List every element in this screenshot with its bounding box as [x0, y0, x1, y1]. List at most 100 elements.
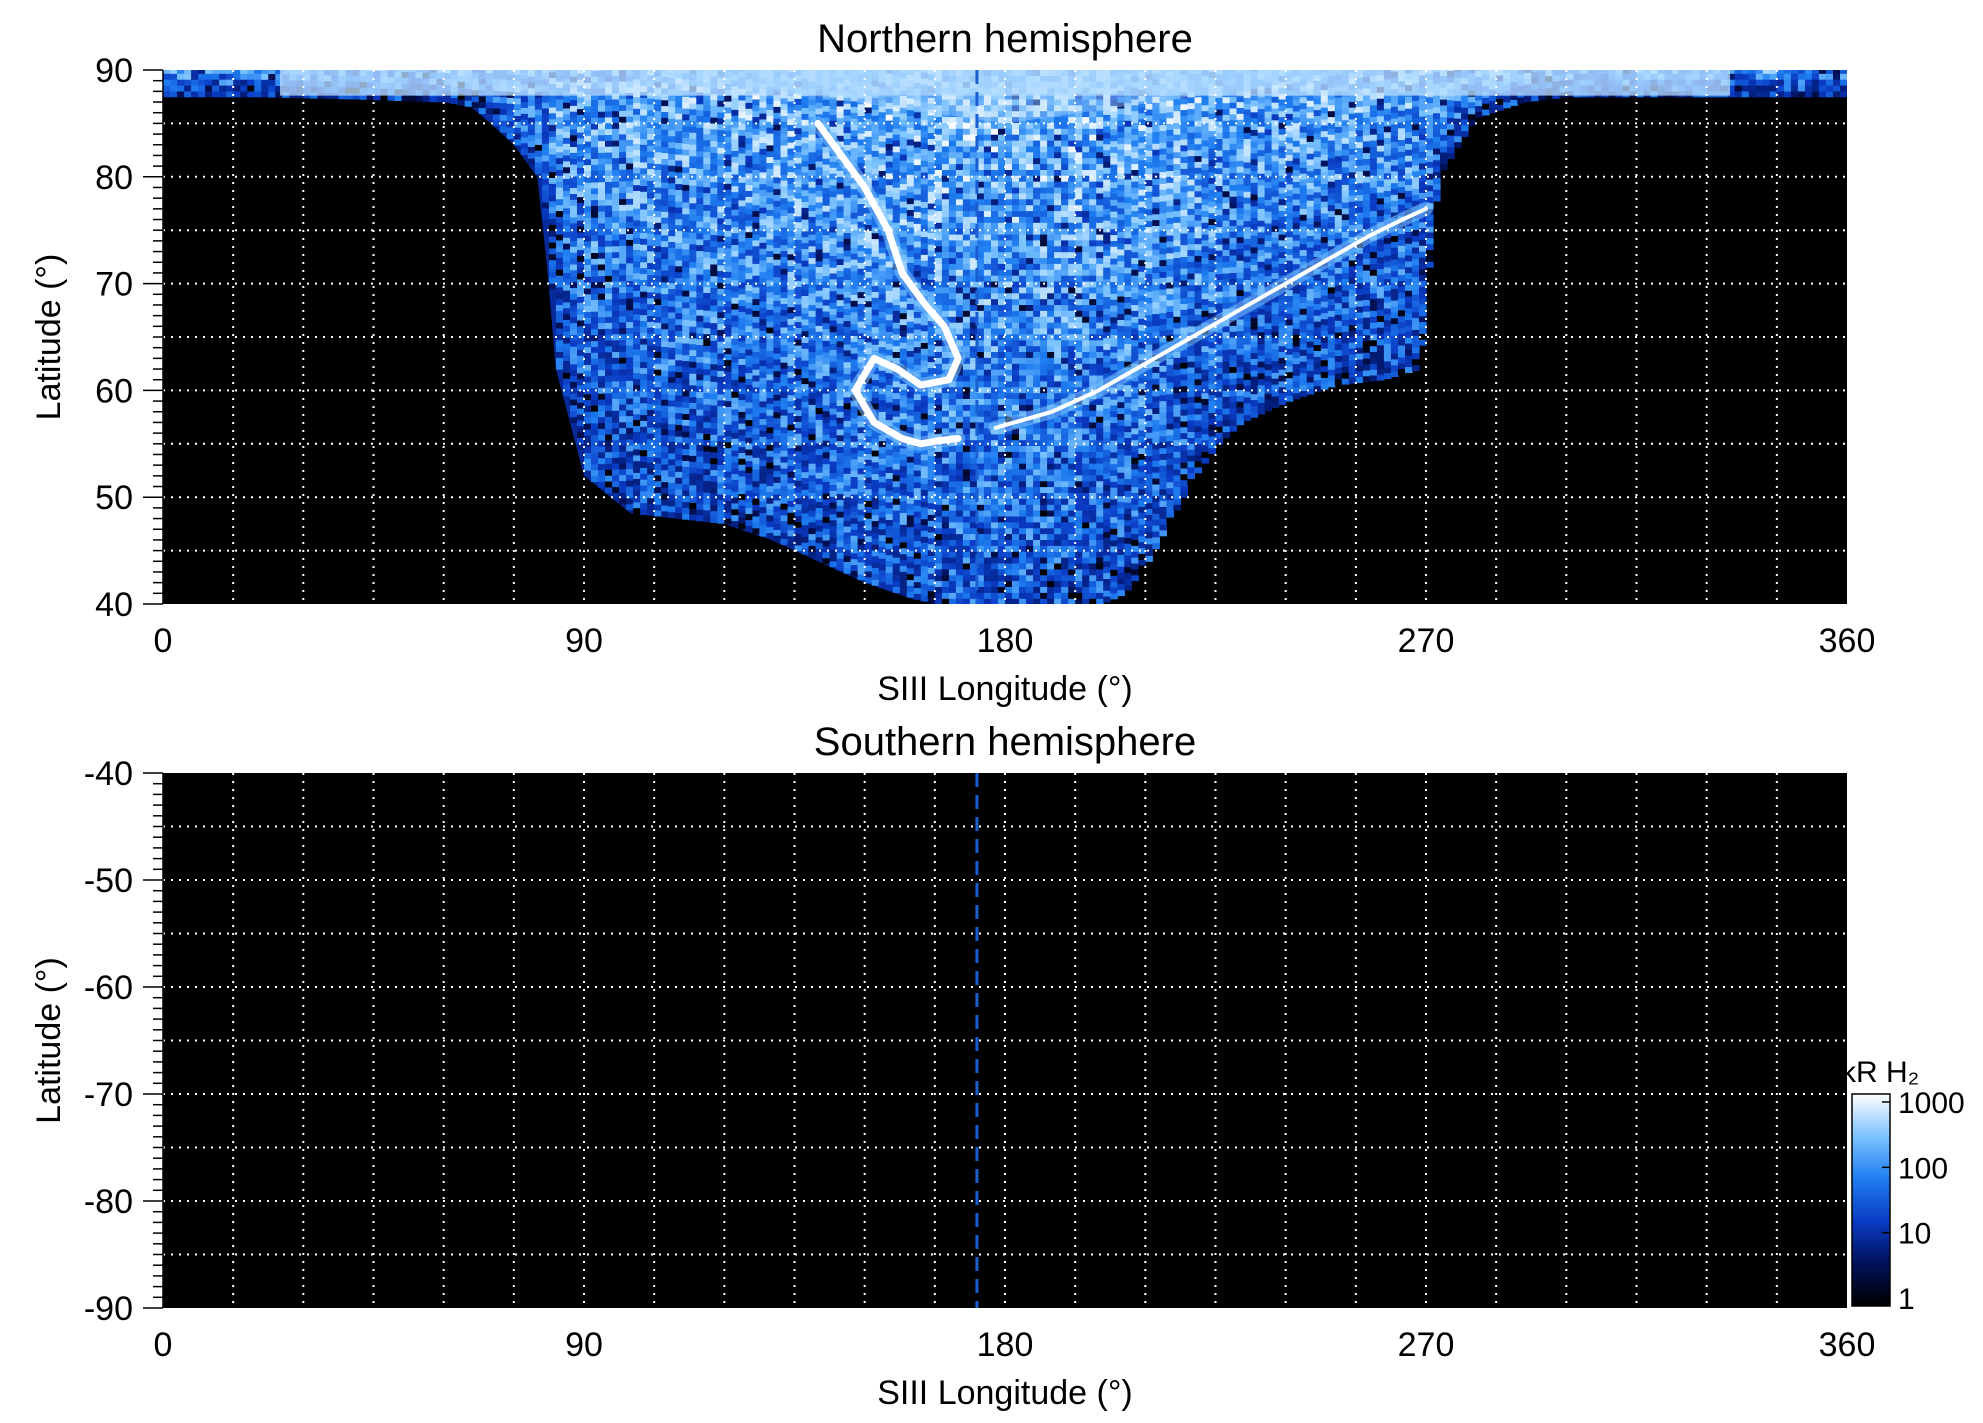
emission-cell	[745, 460, 753, 468]
emission-cell	[682, 190, 690, 197]
emission-cell	[808, 392, 817, 399]
emission-cell	[899, 160, 908, 167]
emission-cell	[219, 70, 227, 74]
emission-cell	[780, 279, 789, 287]
emission-cell	[836, 552, 845, 559]
emission-cell	[836, 487, 845, 495]
emission-cell	[780, 185, 789, 193]
emission-cell	[780, 415, 789, 422]
emission-cell	[731, 138, 739, 146]
emission-cell	[864, 230, 873, 237]
emission-cell	[605, 193, 613, 200]
emission-cell	[885, 266, 894, 274]
emission-cell	[780, 538, 789, 545]
emission-cell	[675, 412, 683, 420]
emission-cell	[752, 98, 760, 106]
emission-cell	[899, 318, 908, 326]
emission-cell	[829, 472, 838, 480]
emission-cell	[731, 344, 739, 351]
emission-cell	[892, 410, 901, 417]
emission-cell	[822, 393, 831, 400]
emission-cell	[913, 111, 922, 119]
emission-cell	[871, 103, 880, 110]
emission-cell	[787, 506, 796, 513]
emission-cell	[591, 311, 599, 318]
emission-cell	[717, 106, 725, 113]
emission-cell	[696, 291, 704, 299]
emission-cell	[892, 374, 901, 382]
emission-cell	[717, 311, 725, 319]
emission-cell	[752, 175, 760, 182]
emission-cell	[899, 207, 908, 214]
emission-cell	[815, 348, 824, 356]
emission-cell	[899, 359, 908, 367]
emission-cell	[584, 217, 592, 224]
emission-cell	[766, 238, 774, 246]
emission-cell	[864, 259, 873, 267]
emission-cell	[948, 316, 957, 323]
emission-cell	[668, 264, 676, 272]
emission-cell	[864, 441, 873, 449]
emission-cell	[654, 263, 662, 270]
emission-cell	[794, 397, 803, 405]
emission-cell	[619, 139, 627, 147]
emission-cell	[647, 109, 655, 117]
emission-cell	[941, 304, 950, 311]
emission-cell	[815, 489, 824, 497]
emission-cell	[752, 427, 760, 435]
emission-cell	[675, 477, 683, 484]
emission-cell	[871, 309, 880, 316]
emission-cell	[570, 416, 578, 424]
emission-cell	[927, 291, 936, 298]
emission-cell	[864, 241, 873, 249]
emission-cell	[591, 152, 599, 159]
emission-cell	[843, 367, 852, 374]
emission-cell	[163, 90, 171, 98]
emission-cell	[878, 511, 887, 518]
emission-cell	[885, 466, 894, 473]
emission-cell	[787, 418, 796, 425]
emission-cell	[527, 70, 536, 71]
emission-cell	[836, 393, 845, 401]
emission-cell	[675, 330, 683, 337]
emission-cell	[696, 426, 704, 434]
emission-cell	[752, 204, 760, 212]
emission-cell	[626, 503, 634, 511]
emission-cell	[773, 294, 781, 301]
emission-cell	[927, 191, 936, 198]
emission-cell	[871, 579, 880, 586]
emission-cell	[850, 288, 859, 295]
emission-cell	[570, 117, 578, 124]
emission-cell	[205, 70, 213, 74]
emission-cell	[822, 451, 831, 459]
emission-cell	[647, 368, 655, 375]
emission-cell	[612, 222, 620, 229]
emission-cell	[548, 283, 557, 290]
emission-cell	[633, 231, 641, 238]
emission-cell	[752, 515, 760, 523]
emission-cell	[457, 93, 466, 100]
emission-cell	[668, 400, 676, 407]
emission-cell	[619, 174, 627, 182]
emission-cell	[787, 388, 796, 396]
emission-cell	[920, 207, 929, 214]
emission-cell	[829, 161, 838, 168]
emission-cell	[885, 584, 894, 591]
emission-cell	[913, 370, 922, 377]
emission-cell	[492, 107, 501, 115]
emission-cell	[682, 96, 690, 103]
emission-cell	[892, 333, 901, 341]
emission-cell	[668, 306, 676, 313]
emission-cell	[920, 424, 929, 432]
emission-cell	[815, 154, 824, 162]
emission-cell	[731, 256, 739, 263]
emission-cell	[612, 157, 620, 165]
emission-cell	[696, 185, 704, 193]
emission-cell	[738, 352, 746, 359]
emission-cell	[808, 551, 817, 558]
emission-cell	[570, 228, 578, 236]
emission-cell	[836, 558, 845, 565]
emission-cell	[682, 448, 690, 456]
emission-cell	[605, 251, 613, 259]
emission-cell	[703, 351, 711, 358]
